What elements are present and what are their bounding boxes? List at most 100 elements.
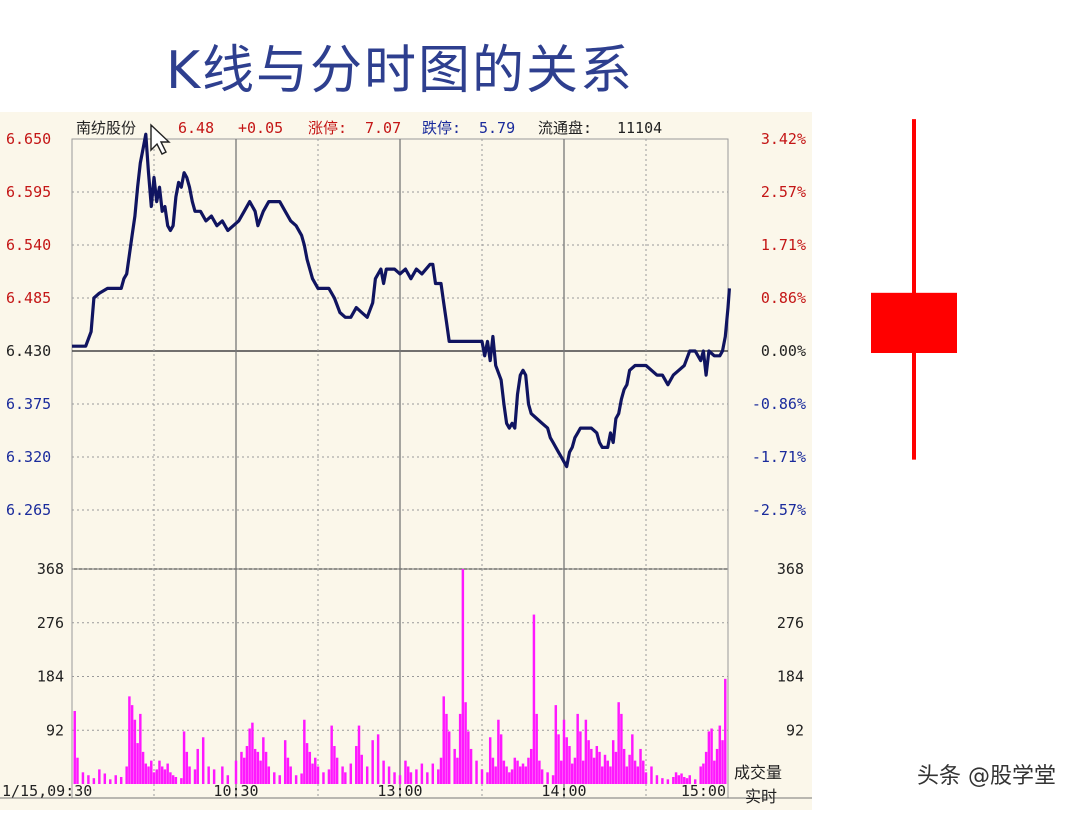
volume-bar: [141, 751, 145, 784]
volume-bar: [650, 766, 653, 784]
realtime-label: 实时: [745, 787, 777, 806]
volume-bar: [568, 746, 571, 784]
volume-bar: [524, 766, 527, 784]
volume-bar: [420, 763, 424, 784]
volume-bar: [715, 748, 719, 784]
current-price: 6.48: [178, 119, 214, 137]
volume-bar: [119, 776, 123, 784]
volume-bar: [447, 731, 451, 784]
volume-bar: [639, 748, 642, 784]
volume-bar: [426, 772, 429, 784]
volume-bar: [538, 760, 541, 784]
volume-bar: [182, 731, 186, 784]
time-tick-label: 15:00: [681, 782, 726, 800]
volume-bar: [573, 757, 577, 784]
volume-bar: [152, 772, 156, 784]
volume-bar: [458, 713, 462, 784]
time-axis-labels: 1/15,09:30 10:30 13:00 14:00 15:00: [2, 782, 726, 800]
volume-bar: [242, 757, 246, 784]
percent-tick-label: -1.71%: [752, 448, 806, 466]
volume-bar: [273, 772, 276, 784]
intraday-chart: 南纺股份 6.48 +0.05 涨停: 7.07 跌停: 5.79 流通盘: 1…: [0, 119, 812, 806]
time-tick-label: 13:00: [377, 782, 422, 800]
volume-bar: [180, 778, 183, 784]
stock-name: 南纺股份: [76, 119, 136, 137]
watermark: 头条 @股学堂: [917, 764, 1056, 789]
volume-bar: [163, 769, 167, 784]
volume-bar: [486, 772, 489, 784]
volume-bar: [598, 751, 601, 784]
volume-bar: [469, 748, 473, 784]
volume-bar: [617, 702, 620, 784]
volume-bar: [294, 775, 298, 784]
volume-bar: [693, 779, 697, 784]
volume-bar: [655, 775, 659, 784]
volume-bar: [327, 769, 331, 784]
volume-bar: [721, 740, 724, 784]
limit-up-label: 涨停:: [308, 119, 347, 137]
volume-bar: [212, 769, 216, 784]
volume-bar: [439, 757, 443, 784]
limit-up-value: 7.07: [365, 119, 401, 137]
volume-bar: [245, 746, 249, 784]
volume-bar: [147, 766, 150, 784]
volume-bar: [565, 737, 568, 784]
volume-bar: [125, 766, 128, 784]
percent-tick-label: -0.86%: [752, 395, 806, 413]
volume-bar: [300, 773, 303, 784]
volume-bar: [579, 731, 582, 784]
volume-bar: [551, 775, 555, 784]
volume-bar: [606, 760, 609, 784]
grid: [0, 138, 812, 799]
volume-bar: [488, 737, 492, 784]
volume-bar: [144, 763, 148, 784]
volume-bar: [562, 719, 566, 784]
volume-bar: [661, 778, 664, 784]
volume-bar: [560, 760, 563, 784]
volume-tick-label-right: 276: [777, 614, 804, 632]
volume-bar: [103, 773, 107, 784]
volume-bar: [286, 757, 290, 784]
volume-bar: [207, 766, 210, 784]
percent-tick-label: 0.00%: [761, 342, 806, 360]
volume-bar: [521, 763, 525, 784]
volume-bar: [193, 769, 197, 784]
volume-bar: [185, 751, 189, 784]
volume-bar: [519, 766, 522, 784]
volume-bar: [704, 751, 708, 784]
volume-bar: [631, 734, 634, 784]
volume-bar: [508, 772, 511, 784]
float-shares-value: 11104: [617, 119, 662, 137]
volume-bar: [510, 769, 514, 784]
volume-bar: [382, 760, 385, 784]
volume-bar: [513, 757, 517, 784]
volume-bar: [557, 734, 560, 784]
volume-bar: [201, 737, 205, 784]
volume-bar: [371, 740, 374, 784]
volume-bar: [387, 766, 391, 784]
volume-bar: [234, 760, 238, 784]
volume-bar: [226, 775, 230, 784]
candle-body: [871, 292, 957, 353]
volume-bar: [576, 713, 579, 784]
volume-bar: [620, 713, 623, 784]
volume-bar: [590, 748, 593, 784]
volume-bar: [404, 760, 407, 784]
volume-bar: [529, 748, 533, 784]
volume-bar: [360, 754, 363, 784]
volume-bar: [570, 763, 574, 784]
volume-bar: [491, 757, 495, 784]
volume-bar: [680, 773, 683, 784]
volume-bar: [305, 743, 309, 784]
volume-bar: [330, 725, 333, 784]
volume-bar: [333, 746, 336, 784]
volume-bar: [666, 779, 670, 784]
volume-bar: [724, 678, 727, 784]
price-line: [72, 132, 731, 469]
volume-bar: [636, 766, 640, 784]
volume-bar: [251, 722, 254, 784]
volume-bar: [702, 763, 705, 784]
volume-bar: [357, 725, 361, 784]
time-tick-label: 14:00: [541, 782, 586, 800]
price-tick-label: 6.595: [6, 183, 51, 201]
